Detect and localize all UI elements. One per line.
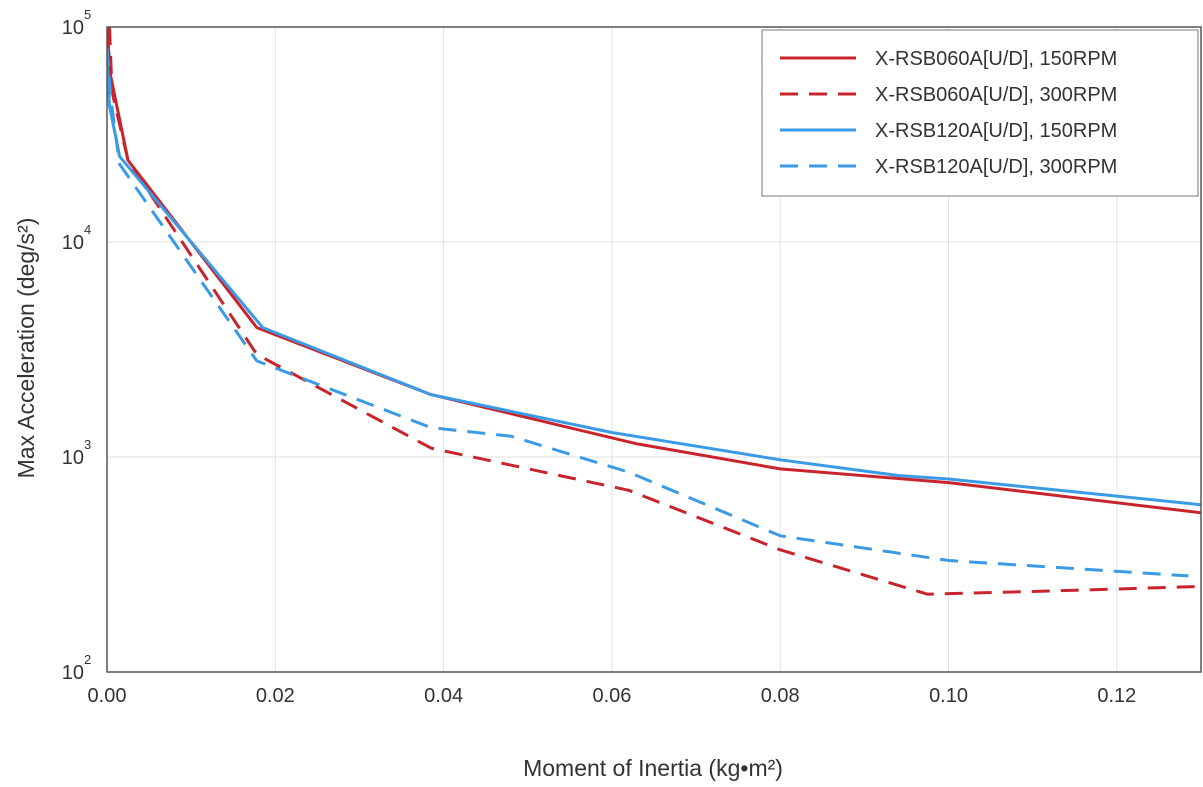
- y-tick-exponent: 3: [84, 437, 91, 452]
- x-tick-label: 0.08: [761, 685, 800, 707]
- y-tick-label: 10: [62, 17, 84, 39]
- plot-frame: [106, 26, 1202, 673]
- x-tick-label: 0.00: [88, 685, 127, 707]
- series-line-3: [107, 60, 1201, 507]
- y-tick-exponent: 4: [84, 222, 91, 237]
- y-tick-exponent: 2: [84, 652, 91, 667]
- series-line-4: [107, 47, 1189, 578]
- x-tick-label: 0.10: [929, 685, 968, 707]
- x-tick-label: 0.12: [1097, 685, 1136, 707]
- x-tick-label: 0.06: [592, 685, 631, 707]
- x-axis-ticks: 0.00 0.02 0.04 0.06 0.08 0.10 0.12: [88, 685, 1137, 707]
- y-tick-label: 10: [62, 447, 84, 469]
- legend-label: X-RSB060A[U/D], 300RPM: [875, 84, 1117, 106]
- y-axis-title: Max Acceleration (deg/s²): [13, 218, 39, 479]
- legend-label: X-RSB060A[U/D], 150RPM: [875, 48, 1117, 70]
- x-tick-label: 0.04: [424, 685, 463, 707]
- x-tick-label: 0.02: [256, 685, 295, 707]
- series-layer: [107, 27, 1201, 596]
- legend: X-RSB060A[U/D], 150RPM X-RSB060A[U/D], 30…: [761, 29, 1199, 197]
- series-line-2: [108, 27, 1201, 596]
- legend-label: X-RSB120A[U/D], 150RPM: [875, 120, 1117, 142]
- y-tick-label: 10: [62, 662, 84, 684]
- legend-label: X-RSB120A[U/D], 300RPM: [875, 156, 1117, 178]
- y-tick-exponent: 5: [84, 7, 91, 22]
- y-tick-label: 10: [62, 232, 84, 254]
- x-axis-title: Moment of Inertia (kg•m²): [523, 755, 783, 781]
